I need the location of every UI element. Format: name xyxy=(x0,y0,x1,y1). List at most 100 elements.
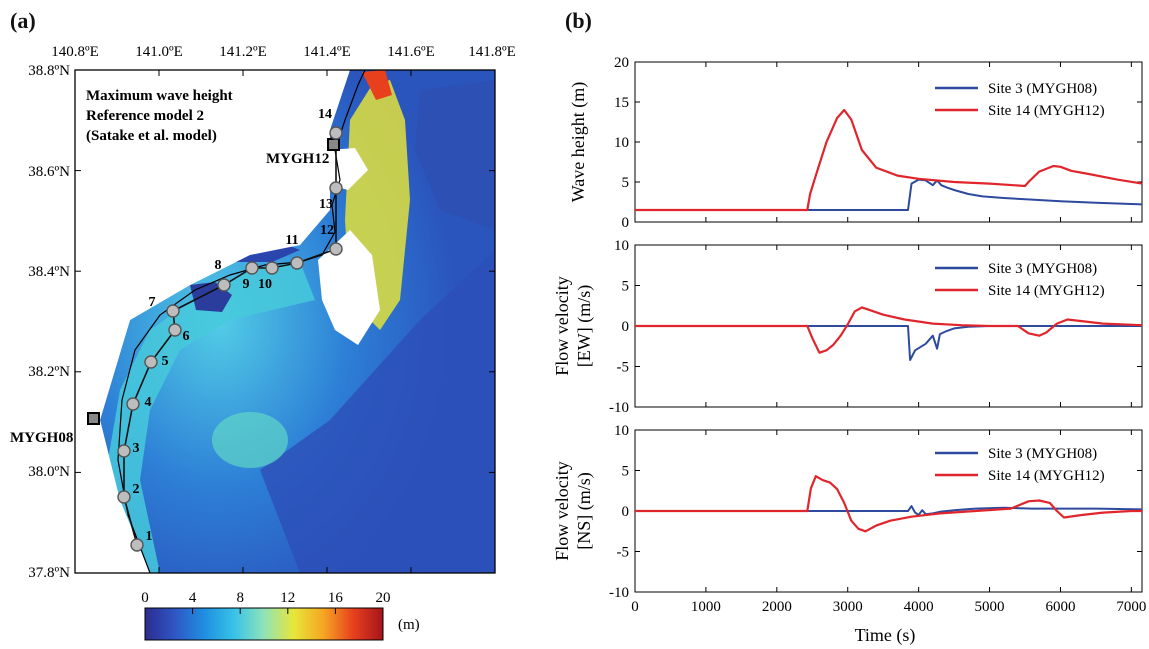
site-marker xyxy=(117,444,131,458)
y-tick-label: 10 xyxy=(614,238,629,254)
y-tick-label: 10 xyxy=(614,135,629,151)
deep-sea-area xyxy=(260,250,495,573)
site-number: 6 xyxy=(183,329,190,344)
lat-label: 38.4ºN xyxy=(28,264,70,280)
colorbar-ticks: 0 4 8 12 16 20 xyxy=(141,590,391,614)
max-wave-height-map: 140.8ºE 141.0ºE 141.2ºE 141.4ºE 141.6ºE … xyxy=(10,44,516,641)
lon-label: 141.6ºE xyxy=(387,44,435,60)
y-axis-label: Wave height (m) xyxy=(568,82,589,203)
legend-label: Site 3 (MYGH08) xyxy=(988,261,1097,277)
longitude-labels: 140.8ºE 141.0ºE 141.2ºE 141.4ºE 141.6ºE … xyxy=(51,44,516,60)
y-axis-label: [NS] (m/s) xyxy=(574,472,595,550)
site-marker xyxy=(329,181,343,195)
y-tick-label: 0 xyxy=(622,504,630,520)
y-tick-label: -10 xyxy=(609,400,629,416)
map-title: Maximum wave height Reference model 2 (S… xyxy=(86,88,233,144)
colorbar-tick-label: 8 xyxy=(236,590,244,606)
panel-b-label: (b) xyxy=(565,8,592,33)
site-marker xyxy=(290,256,304,270)
colorbar-tick-label: 16 xyxy=(328,590,344,606)
legend-label: Site 14 (MYGH12) xyxy=(988,283,1105,299)
y-axis-label: Flow velocity xyxy=(552,461,572,561)
site-marker xyxy=(117,490,131,504)
colorbar-tick-label: 12 xyxy=(280,590,295,606)
deep-sea-area-ne xyxy=(415,80,495,230)
site-number: 2 xyxy=(133,482,140,497)
site-marker xyxy=(329,126,343,140)
lon-label: 140.8ºE xyxy=(51,44,99,60)
y-tick-label: -10 xyxy=(609,585,629,601)
site-number: 7 xyxy=(149,295,156,310)
coastal-band xyxy=(108,262,315,573)
map-title-line: Maximum wave height xyxy=(86,88,233,104)
site-number: 4 xyxy=(145,395,152,410)
x-tick-label: 2000 xyxy=(762,599,792,615)
peninsula xyxy=(318,230,380,345)
colorbar-gradient xyxy=(144,607,384,641)
y-tick-label: 5 xyxy=(622,464,630,480)
x-axis-label: Time (s) xyxy=(855,625,916,646)
site-number: 10 xyxy=(258,277,272,292)
x-tick-label: 0 xyxy=(631,599,639,615)
station-mygh12-marker xyxy=(327,138,340,151)
land-area xyxy=(75,70,345,573)
y-tick-label: 15 xyxy=(614,95,629,111)
y-axis-label: Flow velocity xyxy=(552,276,572,376)
map-ticks xyxy=(74,69,496,574)
station-mygh08-marker xyxy=(87,412,100,425)
lon-label: 141.8ºE xyxy=(468,44,516,60)
lat-label: 38.2ºN xyxy=(28,364,70,380)
latitude-labels: 38.8ºN 38.6ºN 38.4ºN 38.2ºN 38.0ºN 37.8º… xyxy=(28,63,70,581)
colorbar-unit: (m) xyxy=(398,617,420,633)
series-line xyxy=(635,108,1143,212)
site-number: 8 xyxy=(215,258,222,273)
plot-panel: 0 5 10 15 20 Wave height (m) Site 3 (MYGH08) Si… xyxy=(568,55,1143,231)
station-mygh12-label: MYGH12 xyxy=(266,151,329,167)
site-marker xyxy=(130,538,144,552)
series-line xyxy=(635,325,1142,361)
lon-label: 141.4ºE xyxy=(303,44,351,60)
site-marker xyxy=(217,278,231,292)
x-tick-label: 5000 xyxy=(975,599,1005,615)
plot-panel: -10 -5 0 5 10 0 1000 2000 3000 4000 5000 6000 7000 Fl… xyxy=(552,423,1146,615)
map-title-line: Reference model 2 xyxy=(86,108,204,124)
site-marker xyxy=(126,397,140,411)
site-number: 5 xyxy=(162,354,169,369)
panel-a-label: (a) xyxy=(10,8,36,33)
series-line xyxy=(635,178,1143,211)
y-axis-label: [EW] (m/s) xyxy=(574,285,595,367)
legend-label: Site 3 (MYGH08) xyxy=(988,446,1097,462)
map-frame xyxy=(74,69,496,574)
site-marker xyxy=(265,261,279,275)
site-number: 1 xyxy=(146,529,153,544)
x-tick-label: 7000 xyxy=(1116,599,1146,615)
lon-label: 141.0ºE xyxy=(135,44,183,60)
colorbar-tick-label: 20 xyxy=(376,590,391,606)
legend-label: Site 14 (MYGH12) xyxy=(988,103,1105,119)
x-tick-label: 1000 xyxy=(691,599,721,615)
lat-label: 38.0ºN xyxy=(28,464,70,480)
site-number: 3 xyxy=(133,441,140,456)
y-tick-label: 0 xyxy=(622,215,630,231)
offshore-shoal xyxy=(212,412,288,468)
x-tick-label: 6000 xyxy=(1045,599,1075,615)
site-marker xyxy=(245,261,259,275)
site-marker xyxy=(329,242,343,256)
site-number: 9 xyxy=(243,277,250,292)
site-number: 14 xyxy=(318,107,332,122)
y-tick-label: -5 xyxy=(617,545,630,561)
y-tick-label: -5 xyxy=(617,360,630,376)
peak-wave-region xyxy=(362,70,392,100)
lat-label: 38.6ºN xyxy=(28,164,70,180)
colorbar: 0 4 8 12 16 20 (m) xyxy=(141,590,420,641)
lon-label: 141.2ºE xyxy=(219,44,267,60)
survey-line xyxy=(123,133,337,546)
station-mygh08-label: MYGH08 xyxy=(10,430,73,446)
y-tick-label: 10 xyxy=(614,423,629,439)
colorbar-tick-label: 4 xyxy=(189,590,197,606)
y-tick-label: 5 xyxy=(622,175,630,191)
site-marker xyxy=(166,304,180,318)
series-line xyxy=(635,475,1142,533)
